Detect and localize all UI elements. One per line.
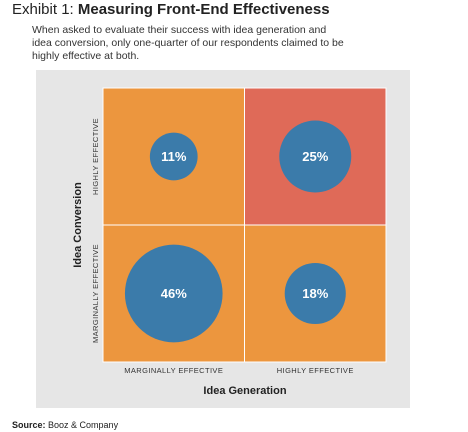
chart-title: Exhibit 1: Measuring Front-End Effective… <box>12 1 330 18</box>
x-axis-label: Idea Generation <box>203 385 286 397</box>
y-tick-label: HIGHLY EFFECTIVE <box>91 118 100 195</box>
x-tick-label: MARGINALLY EFFECTIVE <box>124 366 223 375</box>
y-axis-label: Idea Conversion <box>72 182 84 268</box>
bubble <box>124 244 223 343</box>
bubble <box>149 132 198 181</box>
data-label: 18% <box>302 286 328 301</box>
data-label: 46% <box>161 286 187 301</box>
bubble <box>279 120 352 193</box>
source-label: Source: <box>12 420 46 430</box>
title-prefix: Exhibit 1: <box>12 1 74 18</box>
x-tick-label: HIGHLY EFFECTIVE <box>277 366 354 375</box>
y-tick-label: MARGINALLY EFFECTIVE <box>91 244 100 343</box>
data-label: 25% <box>302 149 328 164</box>
subtitle-line: idea conversion, only one-quarter of our… <box>32 37 344 49</box>
source: Source: Booz & Company <box>12 420 119 430</box>
title: Measuring Front-End Effectiveness <box>78 1 330 18</box>
source-text: Booz & Company <box>48 420 119 430</box>
subtitle-line: highly effective at both. <box>32 50 139 62</box>
bubble <box>284 262 346 325</box>
data-label: 11% <box>161 149 187 164</box>
subtitle-line: When asked to evaluate their success wit… <box>32 24 326 36</box>
